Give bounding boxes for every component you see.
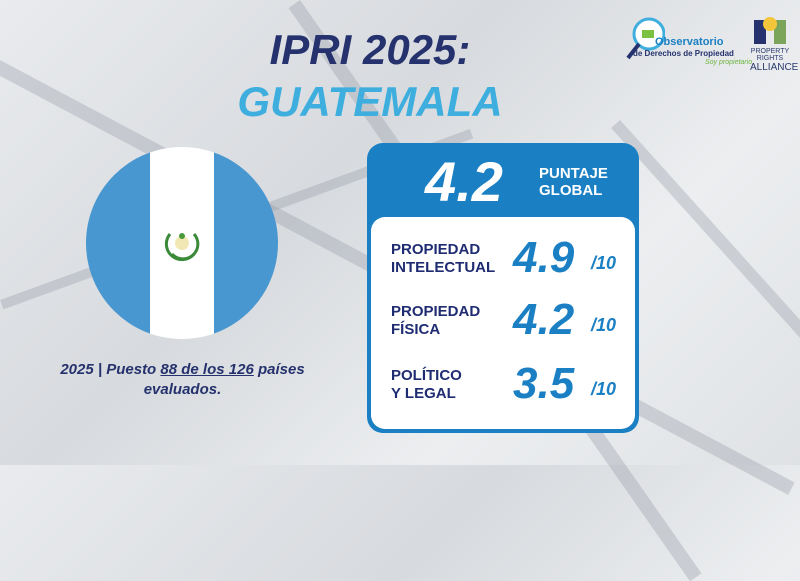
row-value: 4.9	[513, 233, 575, 282]
title-line2: GUATEMALA	[237, 78, 503, 125]
coat-of-arms-icon	[164, 232, 200, 262]
row-denominator: /10	[591, 315, 617, 335]
bg-beam	[611, 120, 800, 426]
title-line1: IPRI 2025:	[269, 26, 471, 73]
property-rights-alliance-logo: PROPERTY RIGHTS ALLIANCE	[750, 14, 799, 74]
caption-suffix: países evaluados.	[143, 361, 305, 398]
label-line: PROPIEDAD	[391, 303, 481, 320]
logo-text: PROPERTY RIGHTS	[750, 48, 790, 62]
row-label: PROPIEDAD FÍSICA	[391, 303, 480, 339]
row-label: POLÍTICO Y LEGAL	[391, 367, 462, 403]
guatemala-flag	[86, 147, 278, 339]
label-line: INTELECTUAL	[391, 259, 496, 276]
label-line: Y LEGAL	[391, 385, 456, 402]
global-score: 4.2	[425, 150, 503, 213]
score-row-physical: PROPIEDAD FÍSICA 4.2 /10	[391, 295, 625, 345]
score-row-intellectual: PROPIEDAD INTELECTUAL 4.9 /10	[391, 233, 625, 283]
row-value: 4.2	[513, 295, 575, 344]
row-denominator: /10	[591, 253, 617, 273]
logo-text: de Derechos de Propiedad	[633, 49, 734, 58]
row-denominator: /10	[591, 379, 617, 399]
label-line: POLÍTICO	[391, 367, 462, 384]
lightbulb-icon	[754, 17, 786, 44]
caption-rank: 88 de los 126	[160, 361, 254, 378]
global-score-label: PUNTAJE GLOBAL	[539, 165, 608, 199]
label-line: GLOBAL	[539, 182, 603, 199]
logo-text: ALLIANCE	[750, 62, 799, 73]
row-value: 3.5	[513, 359, 575, 408]
rank-caption: 2025 | Puesto 88 de los 126 países evalu…	[60, 360, 305, 400]
caption-prefix: 2025 | Puesto	[60, 361, 161, 378]
logo-text: Soy propietario	[705, 59, 753, 66]
label-line: PUNTAJE	[539, 165, 608, 182]
row-label: PROPIEDAD INTELECTUAL	[391, 241, 495, 277]
magnifier-icon	[626, 17, 665, 60]
label-line: PROPIEDAD	[391, 241, 481, 258]
label-line: FÍSICA	[391, 321, 441, 338]
logo-text: Observatorio	[655, 36, 724, 48]
observatorio-logo: Observatorio de Derechos de Propiedad So…	[625, 14, 765, 74]
component-scores: PROPIEDAD INTELECTUAL 4.9 /10 PROPIEDAD FÍ…	[371, 217, 635, 429]
score-card: 4.2 PUNTAJE GLOBAL PROPIEDAD INTELECTUAL 4…	[367, 143, 639, 433]
score-row-political: POLÍTICO Y LEGAL 3.5 /10	[391, 359, 625, 409]
